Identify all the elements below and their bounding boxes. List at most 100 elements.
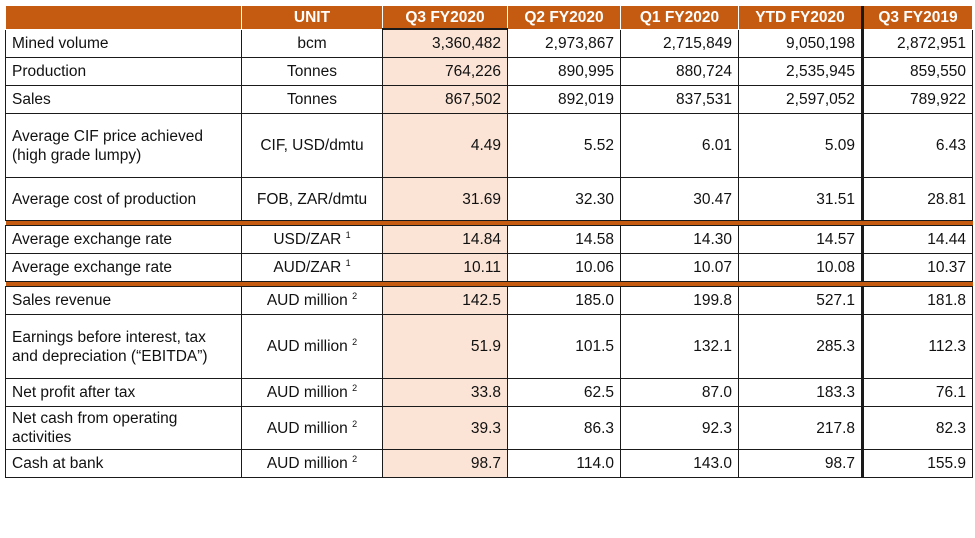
cell-q3-fy2019: 6.43 [861, 113, 973, 178]
cell-q3-fy2019: 859,550 [861, 57, 973, 86]
unit-text: Tonnes [287, 91, 337, 108]
cell-q2-fy2020: 114.0 [507, 449, 621, 478]
row-unit: Tonnes [241, 57, 383, 86]
table-row: Average exchange rate AUD/ZAR 1 10.11 10… [5, 253, 973, 282]
row-label: Production [5, 57, 242, 86]
unit-text: AUD/ZAR [273, 259, 342, 276]
cell-ytd-fy2020: 183.3 [738, 378, 863, 407]
row-label: Cash at bank [5, 449, 242, 478]
row-label: Average CIF price achieved (high grade l… [5, 113, 242, 178]
row-unit: AUD/ZAR 1 [241, 253, 383, 282]
table-row: Average cost of production FOB, ZAR/dmtu… [5, 177, 973, 221]
table-row: Sales Tonnes 867,502 892,019 837,531 2,5… [5, 85, 973, 114]
row-unit: AUD million 2 [241, 378, 383, 407]
cell-q1-fy2020: 880,724 [620, 57, 739, 86]
row-unit: AUD million 2 [241, 286, 383, 315]
cell-q3-fy2019: 10.37 [861, 253, 973, 282]
cell-q1-fy2020: 143.0 [620, 449, 739, 478]
cell-q2-fy2020: 86.3 [507, 406, 621, 450]
cell-q3-fy2019: 14.44 [861, 225, 973, 254]
row-unit: AUD million 2 [241, 449, 383, 478]
unit-text: USD/ZAR [273, 231, 342, 248]
cell-q3-fy2020: 14.84 [382, 225, 508, 254]
cell-ytd-fy2020: 285.3 [738, 314, 863, 379]
table-row: Production Tonnes 764,226 890,995 880,72… [5, 57, 973, 86]
cell-q2-fy2020: 890,995 [507, 57, 621, 86]
row-unit: USD/ZAR 1 [241, 225, 383, 254]
footnote-marker: 2 [352, 418, 358, 429]
header-ytd-fy2020: YTD FY2020 [738, 6, 863, 30]
cell-q2-fy2020: 2,973,867 [507, 28, 621, 58]
header-q3-fy2019: Q3 FY2019 [861, 6, 973, 30]
header-q2-fy2020: Q2 FY2020 [507, 6, 621, 30]
cell-ytd-fy2020: 98.7 [738, 449, 863, 478]
unit-text: CIF, USD/dmtu [260, 137, 364, 154]
cell-q2-fy2020: 185.0 [507, 286, 621, 315]
cell-q3-fy2019: 155.9 [861, 449, 973, 478]
row-label: Net cash from operating activities [5, 406, 242, 450]
footnote-marker: 2 [352, 291, 358, 301]
cell-q2-fy2020: 5.52 [507, 113, 621, 178]
cell-ytd-fy2020: 527.1 [738, 286, 863, 315]
cell-q1-fy2020: 199.8 [620, 286, 739, 315]
results-table-container: UNIT Q3 FY2020 Q2 FY2020 Q1 FY2020 YTD F… [5, 6, 973, 478]
cell-q3-fy2019: 2,872,951 [861, 28, 973, 58]
table-row: Average CIF price achieved (high grade l… [5, 113, 973, 178]
cell-ytd-fy2020: 9,050,198 [738, 28, 863, 58]
table-row: Net cash from operating activities AUD m… [5, 406, 973, 450]
footnote-marker: 2 [352, 337, 358, 347]
cell-q3-fy2019: 789,922 [861, 85, 973, 114]
row-unit: AUD million 2 [241, 406, 383, 450]
unit-text: AUD million [266, 338, 348, 355]
unit-text: bcm [297, 34, 327, 52]
unit-text: FOB, ZAR/dmtu [256, 190, 368, 208]
row-unit: CIF, USD/dmtu [241, 113, 383, 178]
cell-q1-fy2020: 132.1 [620, 314, 739, 379]
row-label: Average exchange rate [5, 225, 242, 254]
cell-q3-fy2020: 4.49 [382, 113, 508, 178]
cell-q1-fy2020: 14.30 [620, 225, 739, 254]
unit-text: AUD million [266, 455, 348, 472]
cell-q2-fy2020: 101.5 [507, 314, 621, 379]
cell-ytd-fy2020: 31.51 [738, 177, 863, 221]
row-label: Earnings before interest, tax and deprec… [5, 314, 242, 379]
cell-q1-fy2020: 837,531 [620, 85, 739, 114]
cell-q1-fy2020: 10.07 [620, 253, 739, 282]
header-row: UNIT Q3 FY2020 Q2 FY2020 Q1 FY2020 YTD F… [5, 6, 973, 30]
cell-ytd-fy2020: 10.08 [738, 253, 863, 282]
unit-text: AUD million [266, 292, 348, 309]
header-unit: UNIT [241, 6, 383, 30]
cell-q3-fy2020: 51.9 [382, 314, 508, 379]
cell-ytd-fy2020: 2,597,052 [738, 85, 863, 114]
cell-q3-fy2019: 76.1 [861, 378, 973, 407]
cell-q1-fy2020: 30.47 [620, 177, 739, 221]
cell-q3-fy2019: 82.3 [861, 406, 973, 450]
footnote-marker: 1 [345, 258, 351, 268]
quarterly-results-table: UNIT Q3 FY2020 Q2 FY2020 Q1 FY2020 YTD F… [5, 6, 973, 478]
cell-q1-fy2020: 92.3 [620, 406, 739, 450]
cell-q3-fy2020: 10.11 [382, 253, 508, 282]
row-label: Mined volume [5, 28, 242, 58]
unit-text: AUD million [266, 384, 348, 401]
table-row: Sales revenue AUD million 2 142.5 185.0 … [5, 286, 973, 315]
row-unit: FOB, ZAR/dmtu [241, 177, 383, 221]
header-q3-fy2020: Q3 FY2020 [382, 6, 508, 30]
unit-text: Tonnes [287, 63, 337, 80]
cell-q3-fy2020: 764,226 [382, 57, 508, 86]
cell-q2-fy2020: 32.30 [507, 177, 621, 221]
row-label: Net profit after tax [5, 378, 242, 407]
row-label: Sales revenue [5, 286, 242, 315]
cell-q2-fy2020: 10.06 [507, 253, 621, 282]
cell-q3-fy2020: 33.8 [382, 378, 508, 407]
row-label: Average exchange rate [5, 253, 242, 282]
table-row: Average exchange rate USD/ZAR 1 14.84 14… [5, 225, 973, 254]
cell-q3-fy2020: 31.69 [382, 177, 508, 221]
cell-q3-fy2020: 142.5 [382, 286, 508, 315]
footnote-marker: 2 [352, 383, 358, 393]
row-unit: bcm [241, 28, 383, 58]
cell-ytd-fy2020: 5.09 [738, 113, 863, 178]
header-blank [5, 6, 242, 30]
cell-q3-fy2019: 28.81 [861, 177, 973, 221]
cell-q3-fy2020: 3,360,482 [382, 28, 508, 58]
cell-ytd-fy2020: 2,535,945 [738, 57, 863, 86]
